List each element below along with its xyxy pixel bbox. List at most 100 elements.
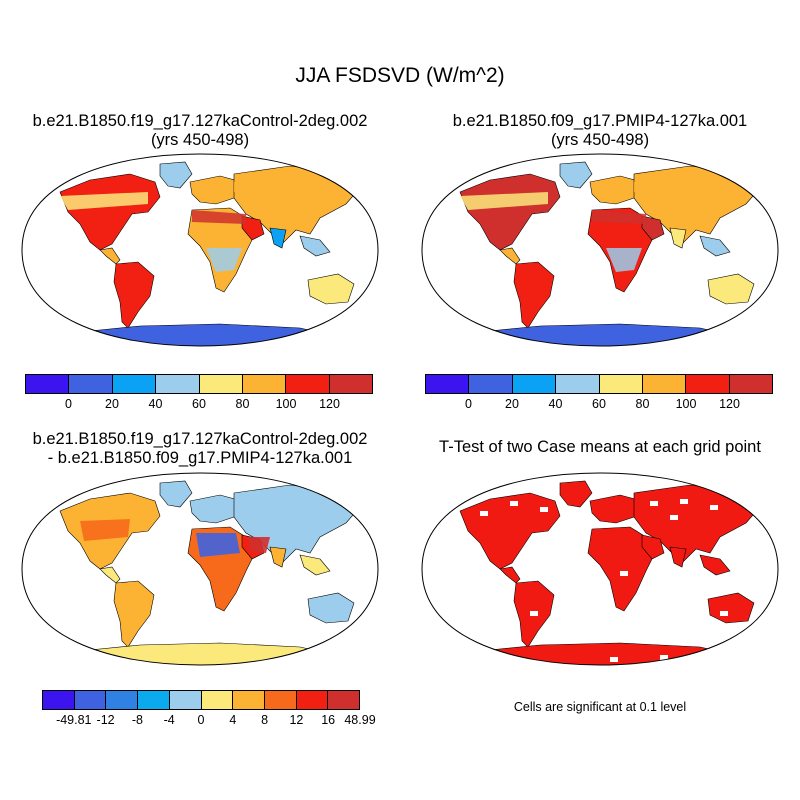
colorbar-tick-label: -12 — [96, 713, 115, 727]
colorbar-tick-label: 80 — [635, 397, 650, 411]
nonsignificant-cell — [660, 655, 668, 660]
colorbar-swatch — [642, 375, 687, 393]
map-frame — [21, 153, 379, 347]
colorbar-tick-label: 4 — [229, 713, 237, 727]
field-band — [592, 210, 646, 224]
field-band — [196, 533, 240, 557]
colorbar-tick-label: -4 — [163, 713, 175, 727]
landmass-southAmerica — [513, 261, 555, 329]
colorbar-swatch — [74, 691, 107, 709]
colorbar-tick-label: 60 — [192, 397, 206, 411]
map-control — [21, 153, 379, 347]
colorbar-swatch — [599, 375, 643, 393]
map-ttest — [421, 472, 779, 666]
panel-caption-bottom-right: T-Test of two Case means at each grid po… — [400, 438, 800, 457]
map-frame — [421, 153, 779, 347]
landmass-antarctica — [79, 323, 337, 346]
colorbar-tick-label: 0 — [465, 397, 472, 411]
colorbar-labels-absolute-right: 0 20 40 60 80 100 120 — [425, 397, 773, 413]
panel-caption-line1: T-Test of two Case means at each grid po… — [439, 438, 761, 456]
colorbar-tick-label: 60 — [592, 397, 606, 411]
landmass-australia — [707, 592, 755, 624]
landmass-arabia — [641, 534, 665, 560]
colorbar-swatch — [169, 691, 202, 709]
colorbar-absolute-right — [425, 374, 773, 394]
colorbar-difference — [42, 690, 360, 710]
field-band — [240, 497, 320, 515]
colorbar-swatch — [686, 375, 730, 393]
panel-caption-line1: b.e21.B1850.f19_g17.127kaControl-2deg.00… — [32, 112, 368, 130]
colorbar-tick-label: 120 — [719, 397, 740, 411]
nonsignificant-cell — [530, 611, 538, 616]
colorbar-swatch — [512, 375, 557, 393]
colorbar-labels-absolute-left: 0 20 40 60 80 100 120 — [25, 397, 373, 413]
landmass-seAsia — [699, 235, 731, 257]
landmass-australia — [707, 273, 755, 305]
figure-title: JJA FSDSVD (W/m^2) — [295, 64, 505, 87]
nonsignificant-cell — [680, 499, 688, 504]
colorbar-swatch — [329, 375, 372, 393]
panel-caption-line2: (yrs 450-498) — [150, 131, 250, 149]
landmass-antarctica — [479, 323, 737, 346]
colorbar-tick-label: 80 — [235, 397, 250, 411]
colorbar-absolute-left — [25, 374, 373, 394]
landmass-greenland — [159, 480, 193, 508]
colorbar-tick-label: 16 — [321, 713, 336, 727]
colorbar-tick-label: 0 — [197, 713, 205, 727]
colorbar-labels-difference: -49.81 -12 -8 -4 0 4 8 12 16 48.99 — [42, 713, 376, 729]
landmass-europe — [189, 175, 243, 205]
field-band — [634, 176, 750, 192]
nonsignificant-cell — [510, 501, 518, 506]
landmass-arabia — [641, 215, 665, 241]
panel-caption-line2: - b.e21.B1850.f09_g17.PMIP4-127ka.001 — [47, 449, 353, 467]
landmass-centralAmerica — [499, 247, 521, 265]
colorbar-swatch — [199, 375, 243, 393]
landmass-northAmerica — [459, 173, 561, 251]
field-band — [460, 192, 548, 210]
landmass-australia — [307, 592, 355, 624]
landmass-europe — [589, 494, 643, 524]
colorbar-swatch — [112, 375, 157, 393]
nonsignificant-cell — [710, 505, 718, 510]
colorbar-tick-label: -49.81 — [56, 713, 92, 727]
field-band — [248, 537, 270, 553]
landmass-antarctica — [79, 642, 337, 665]
nonsignificant-cell — [650, 501, 658, 506]
colorbar-tick-label: 40 — [148, 397, 163, 411]
field-band — [192, 210, 246, 224]
landmass-arabia — [241, 215, 265, 241]
colorbar-swatch — [426, 375, 470, 393]
map-difference — [21, 472, 379, 666]
panel-caption-top-right: b.e21.B1850.f09_g17.PMIP4-127ka.001 (yrs… — [400, 112, 800, 150]
landmass-europe — [589, 175, 643, 205]
landmass-europe — [189, 494, 243, 524]
nonsignificant-cell — [540, 507, 548, 512]
colorbar-tick-label: 20 — [505, 397, 519, 411]
landmass-australia — [307, 273, 355, 305]
nonsignificant-cell — [720, 611, 728, 616]
landmass-northAmerica — [59, 173, 161, 251]
panel-caption-bottom-left: b.e21.B1850.f19_g17.127kaControl-2deg.00… — [0, 430, 400, 468]
colorbar-swatch — [469, 375, 513, 393]
colorbar-swatch — [26, 375, 70, 393]
map-frame — [21, 472, 379, 666]
landmass-india — [669, 546, 687, 568]
landmass-seAsia — [699, 554, 731, 576]
colorbar-tick-label: 48.99 — [344, 713, 376, 727]
colorbar-tick-label: 120 — [319, 397, 340, 411]
colorbar-swatch — [729, 375, 772, 393]
field-band — [206, 248, 242, 272]
panel-caption-line1: b.e21.B1850.f19_g17.127kaControl-2deg.00… — [32, 430, 368, 448]
panel-caption-line1: b.e21.B1850.f09_g17.PMIP4-127ka.001 — [452, 112, 748, 130]
colorbar-tick-label: 0 — [65, 397, 72, 411]
field-band — [60, 192, 148, 210]
landmass-greenland — [559, 480, 593, 508]
colorbar-swatch — [201, 691, 234, 709]
colorbar-swatch — [106, 691, 139, 709]
field-band — [234, 176, 350, 192]
landmass-southAmerica — [113, 580, 155, 648]
nonsignificant-cell — [480, 511, 488, 516]
landmass-india — [269, 227, 287, 249]
panel-caption-top-left: b.e21.B1850.f19_g17.127kaControl-2deg.00… — [0, 112, 400, 150]
colorbar-swatch — [286, 375, 330, 393]
